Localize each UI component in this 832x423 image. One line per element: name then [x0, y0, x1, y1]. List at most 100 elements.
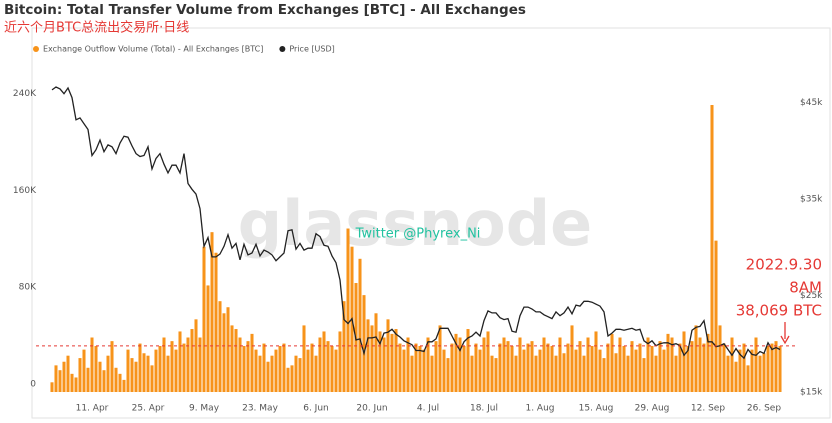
y2-tick-label: $45k [800, 98, 823, 108]
bar [314, 355, 318, 392]
x-tick-label: 11. Apr [76, 404, 109, 414]
bar [454, 333, 458, 392]
bar [122, 379, 126, 392]
bar [614, 353, 618, 392]
bar [530, 341, 534, 392]
bar [394, 329, 398, 392]
bar [70, 373, 74, 392]
bar [526, 343, 530, 392]
legend-marker [279, 46, 286, 52]
bar [606, 343, 610, 392]
bar [198, 337, 202, 392]
bar [258, 355, 262, 392]
bar [242, 345, 246, 392]
bar [246, 341, 250, 392]
bar [586, 337, 590, 392]
bar [318, 337, 322, 392]
bar [554, 355, 558, 392]
y2-tick-label: $35k [800, 194, 823, 204]
bar [578, 341, 582, 392]
bar [546, 343, 550, 392]
credit: Twitter @Phyrex_Ni [355, 227, 481, 242]
bar [570, 325, 574, 392]
bar [646, 337, 650, 392]
bar [206, 285, 210, 392]
bar [362, 295, 366, 392]
bar [538, 349, 542, 392]
bar [94, 345, 98, 392]
bar [86, 367, 90, 392]
bar [230, 325, 234, 392]
bar [58, 370, 62, 392]
bar [434, 341, 438, 392]
bar [766, 345, 770, 392]
bar [406, 337, 410, 392]
bar [366, 319, 370, 392]
x-tick-label: 29. Aug [635, 404, 670, 414]
bar [98, 361, 102, 392]
x-tick-label: 26. Sep [747, 404, 781, 414]
bar [194, 319, 198, 392]
bar [326, 341, 330, 392]
bar [190, 329, 194, 392]
bar [270, 355, 274, 392]
y2-tick-label: $15k [800, 388, 823, 398]
bar [690, 341, 694, 392]
bar [422, 349, 426, 392]
x-tick-label: 4. Jul [417, 404, 439, 414]
bar [74, 377, 78, 392]
bar [590, 345, 594, 392]
bar [662, 349, 666, 392]
bar [758, 355, 762, 392]
x-tick-label: 12. Sep [691, 404, 725, 414]
bar [226, 307, 230, 392]
bar [498, 343, 502, 392]
bar [50, 382, 54, 392]
bar [346, 228, 350, 392]
y-tick-label: 0 [30, 380, 36, 390]
bar [266, 361, 270, 392]
bar [290, 365, 294, 392]
legend: Exchange Outflow Volume (Total) - All Ex… [33, 45, 335, 54]
bar [618, 337, 622, 392]
bar [506, 341, 510, 392]
bar [430, 355, 434, 392]
bar [202, 246, 206, 392]
bar [166, 355, 170, 392]
bar [494, 358, 498, 392]
bar [182, 343, 186, 392]
bar [678, 343, 682, 392]
annotation: 2022.9.30 [746, 256, 822, 274]
bar [398, 343, 402, 392]
bar [418, 345, 422, 392]
bar [82, 349, 86, 392]
bar [174, 349, 178, 392]
annotation: 8AM [789, 279, 822, 297]
bar [566, 343, 570, 392]
bar [598, 349, 602, 392]
bar [514, 355, 518, 392]
chart-subtitle: 近六个月BTC总流出交易所·日线 [4, 20, 189, 36]
bar [490, 355, 494, 392]
bar [274, 349, 278, 392]
bar [146, 355, 150, 392]
bar [558, 337, 562, 392]
bar [602, 358, 606, 392]
bar [722, 343, 726, 392]
bar [622, 345, 626, 392]
bar [310, 343, 314, 392]
bar [222, 313, 226, 392]
bar [714, 240, 718, 392]
bar [294, 355, 298, 392]
bar [162, 337, 166, 392]
bar [626, 355, 630, 392]
bar [126, 349, 130, 392]
bar [62, 361, 66, 392]
legend-label: Price [USD] [289, 45, 334, 54]
bar [542, 337, 546, 392]
bar [330, 345, 334, 392]
bar [134, 361, 138, 392]
bar [470, 355, 474, 392]
bar [170, 341, 174, 392]
